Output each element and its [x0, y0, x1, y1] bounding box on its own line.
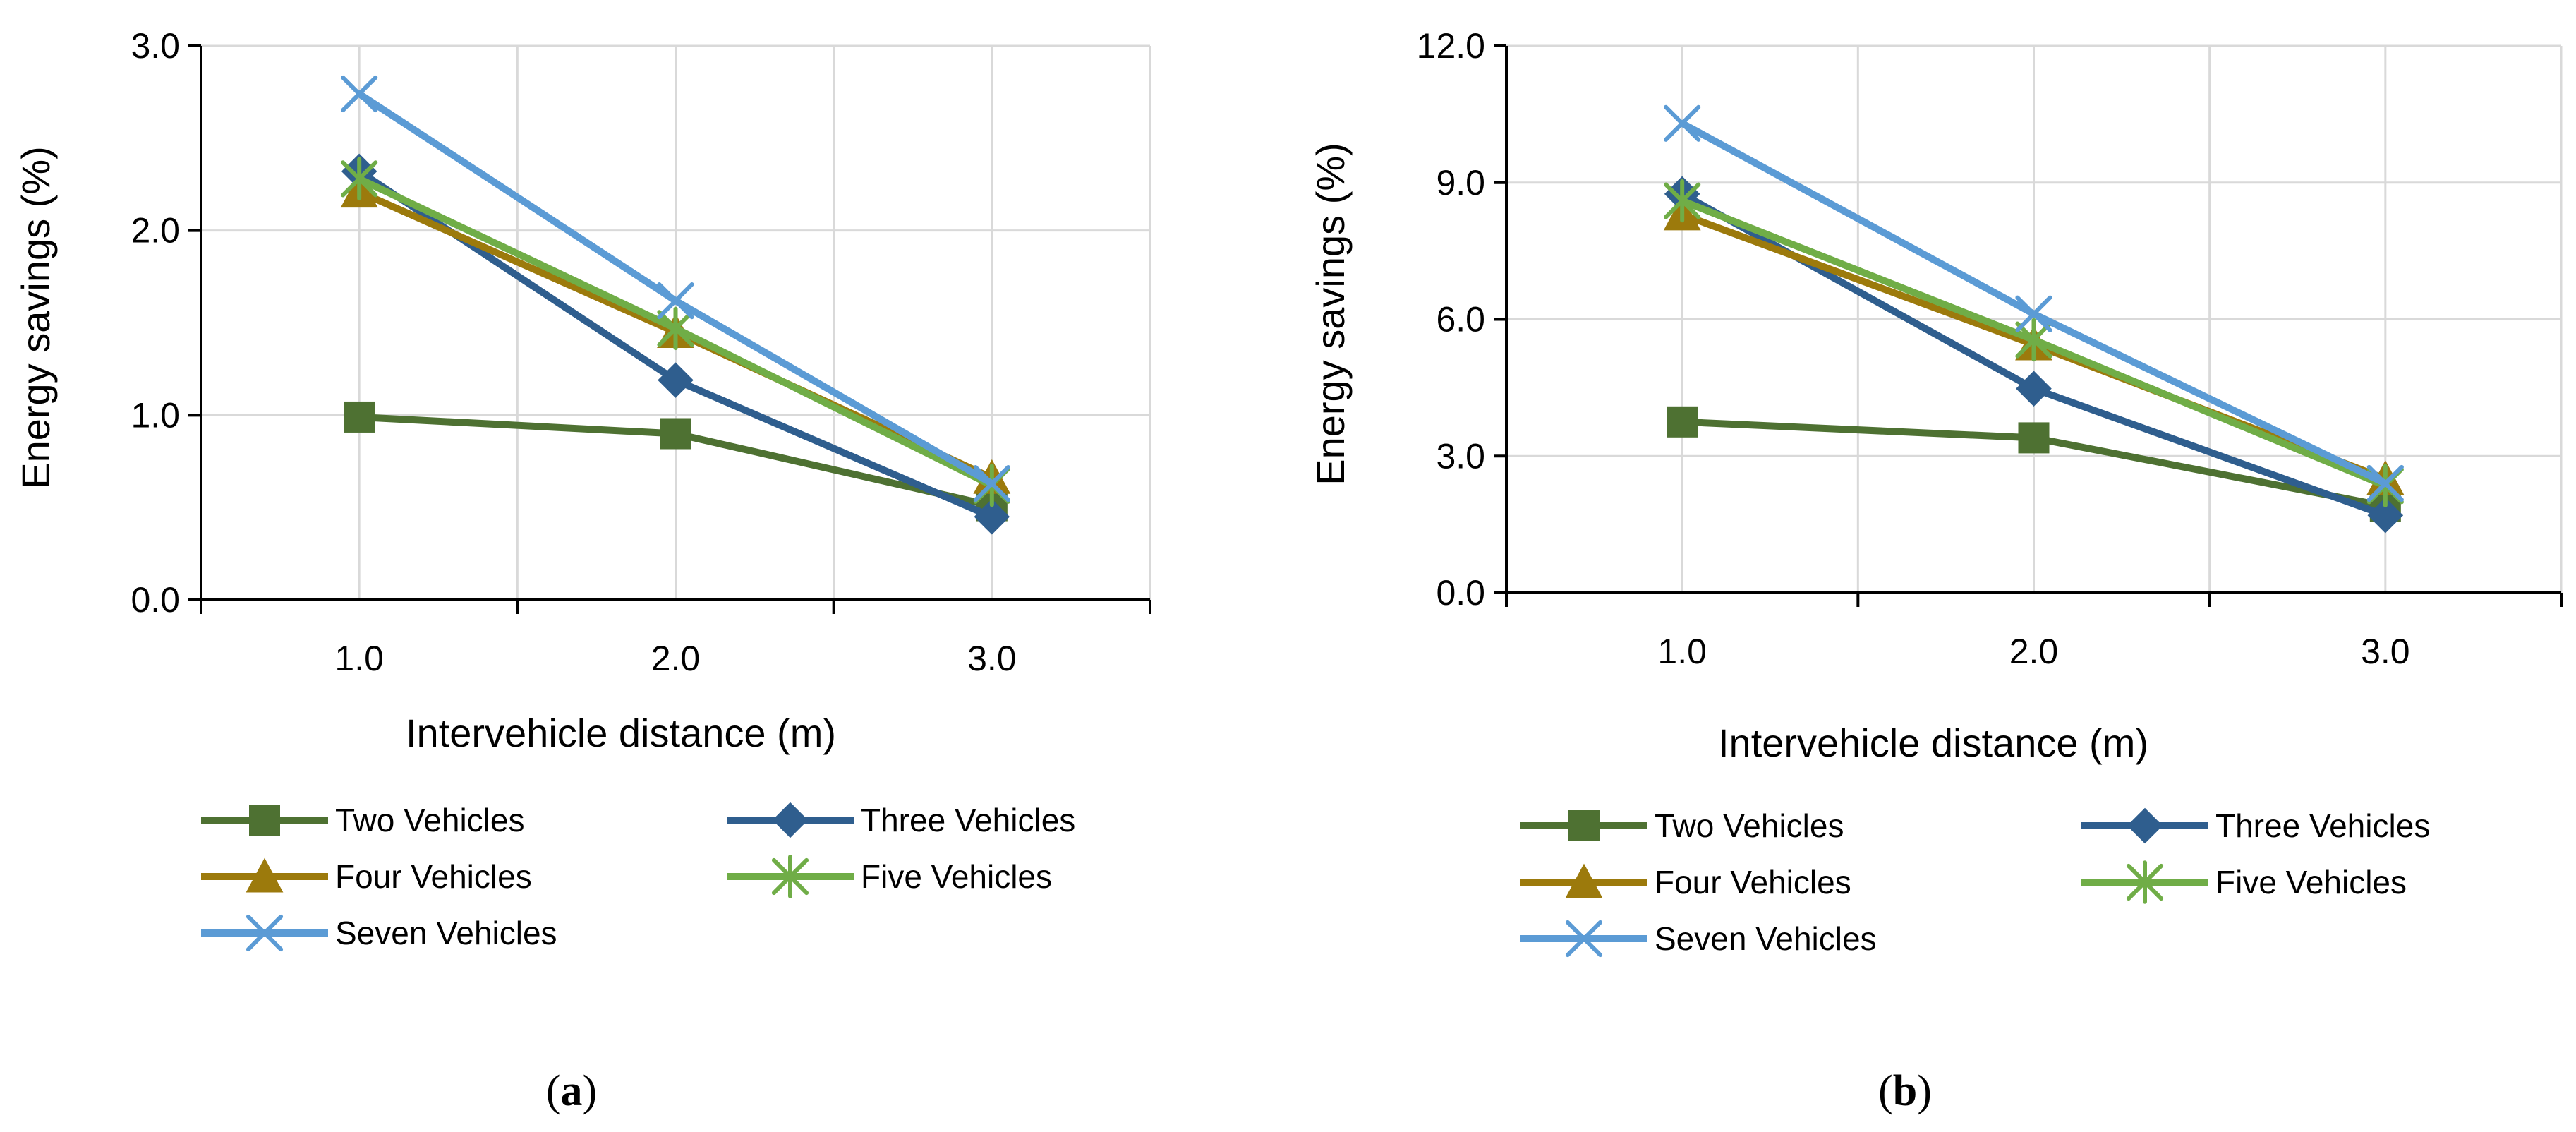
panel-b-legend-marker-1 [2127, 807, 2163, 844]
panel-a-series-4-point-2 [973, 465, 1010, 502]
panel-b-axes [1494, 44, 2563, 607]
panel-b-y-tick-label-2: 6.0 [1436, 300, 1485, 339]
panel-a-legend: Two Vehicles Three Vehicles Four Vehicles F… [201, 802, 1075, 952]
panel-a-series-4-point-1 [657, 282, 694, 320]
panel-a-legend-item-1: Three Vehicles [727, 802, 1075, 838]
panel-a-axes [188, 44, 1151, 614]
panel-b-legend-item-3: Five Vehicles [2081, 860, 2407, 904]
panel-b-series-x [1664, 104, 2404, 502]
panel-b-series-star [1664, 179, 2404, 507]
panel-a-y-tick-labels: 0.0 1.0 2.0 3.0 [131, 26, 180, 620]
panel-a-legend-item-0: Two Vehicles [201, 802, 524, 838]
panel-b-series [1663, 104, 2405, 534]
panel-a-legend-marker-4 [246, 914, 284, 952]
panel-a-series-3-point-1 [657, 306, 694, 351]
panel-a-series [340, 75, 1011, 535]
panel-a-y-axis-title: Energy savings (%) [13, 146, 58, 489]
panel-b-legend-marker-2 [1565, 863, 1603, 898]
panel-a-legend-label-1: Three Vehicles [861, 802, 1075, 838]
svg-text:(b): (b) [1878, 1067, 1932, 1115]
panel-a-legend-marker-1 [772, 802, 809, 838]
panel-b-series-4-point-2 [2366, 464, 2404, 502]
panel-b-legend-label-0: Two Vehicles [1655, 807, 1844, 844]
panel-a-legend-marker-0 [249, 805, 280, 836]
panel-a-x-tick-labels: 1.0 2.0 3.0 [334, 639, 1016, 678]
panel-b-series-3-point-0 [1664, 179, 1701, 223]
panel-a-label: (a) [546, 1067, 597, 1115]
panel-a-series-0-point-1 [660, 418, 691, 450]
panel-a-legend-item-4: Seven Vehicles [201, 914, 557, 952]
panel-b-legend-marker-4 [1565, 920, 1603, 958]
panel-b-y-tick-label-1: 3.0 [1436, 436, 1485, 476]
panel-b-series-1-point-2 [2367, 497, 2404, 534]
panel-a-x-tick-label-1: 2.0 [651, 639, 701, 678]
panel-a-series-1-point-1 [658, 362, 694, 398]
panel-a-x-axis-title: Intervehicle distance (m) [406, 711, 836, 755]
panel-b-chart: 0.0 3.0 6.0 9.0 12.0 1.0 2.0 3.0 Energy saving… [1308, 26, 2563, 1115]
panel-b-legend-item-4: Seven Vehicles [1520, 920, 1877, 958]
panel-b-series-1-point-1 [2016, 371, 2052, 407]
panel-b-x-axis-title: Intervehicle distance (m) [1718, 721, 2148, 765]
panel-b-legend: Two Vehicles Three Vehicles Four Vehicles F… [1520, 807, 2430, 958]
panel-a-legend-marker-3 [771, 855, 809, 898]
panel-b-series-4-point-1 [2015, 295, 2052, 332]
panel-a-series-3-point-0 [341, 157, 378, 201]
panel-b-x-tick-labels: 1.0 2.0 3.0 [1657, 632, 2409, 671]
panel-b-legend-item-1: Three Vehicles [2081, 807, 2430, 844]
panel-a-y-tick-label-0: 0.0 [131, 580, 180, 620]
panel-b-legend-label-3: Five Vehicles [2215, 864, 2407, 901]
panel-b-legend-label-1: Three Vehicles [2215, 807, 2430, 844]
panel-b-legend-marker-3 [2126, 860, 2164, 904]
panel-b-x-tick-label-1: 2.0 [2009, 632, 2059, 671]
panel-b-legend-item-2: Four Vehicles [1520, 863, 1851, 901]
panel-b-legend-item-0: Two Vehicles [1520, 807, 1844, 844]
panel-a-y-tick-label-1: 1.0 [131, 395, 180, 435]
panel-b-y-tick-label-4: 12.0 [1417, 26, 1485, 66]
panel-b-series-0-point-1 [2018, 422, 2050, 454]
panel-b-legend-marker-0 [1568, 810, 1600, 841]
panel-a-legend-item-2: Four Vehicles [201, 857, 532, 895]
panel-a-series-x [341, 75, 1010, 502]
panel-b-series-4-point-0 [1664, 104, 1701, 142]
panel-a-legend-marker-2 [246, 857, 284, 893]
panel-b-label: (b) [1878, 1067, 1932, 1115]
panel-b-legend-label-4: Seven Vehicles [1655, 920, 1877, 957]
panel-a-legend-item-3: Five Vehicles [727, 855, 1052, 898]
panel-b-y-axis-title: Energy savings (%) [1308, 143, 1353, 486]
panel-b-y-tick-label-0: 0.0 [1436, 573, 1485, 613]
panel-a-series-0-point-0 [344, 401, 375, 433]
panel-b-x-tick-label-0: 1.0 [1657, 632, 1707, 671]
panel-b-series-0-point-0 [1667, 406, 1698, 438]
panel-a-legend-label-2: Four Vehicles [335, 858, 532, 895]
svg-text:(a): (a) [546, 1067, 597, 1115]
panel-a-x-tick-label-2: 3.0 [967, 639, 1017, 678]
panel-a-series-1-point-2 [974, 498, 1010, 535]
panel-a-legend-label-0: Two Vehicles [335, 802, 524, 838]
panel-b-x-tick-label-2: 3.0 [2361, 632, 2410, 671]
panel-a-chart: 0.0 1.0 2.0 3.0 1.0 2.0 3.0 Energy savings (%… [13, 26, 1151, 1115]
panel-b-series-3-point-1 [2015, 318, 2052, 362]
panel-a-legend-label-3: Five Vehicles [861, 858, 1052, 895]
panel-a-series-4-point-0 [341, 75, 378, 113]
panel-a-y-tick-label-2: 2.0 [131, 211, 180, 251]
panel-b-y-tick-label-3: 9.0 [1436, 163, 1485, 203]
panel-b-y-tick-labels: 0.0 3.0 6.0 9.0 12.0 [1417, 26, 1485, 613]
panel-a-y-tick-label-3: 3.0 [131, 26, 180, 66]
panel-b-legend-label-2: Four Vehicles [1655, 864, 1851, 901]
panel-a-legend-label-4: Seven Vehicles [335, 915, 557, 951]
panel-a-x-tick-label-0: 1.0 [334, 639, 384, 678]
